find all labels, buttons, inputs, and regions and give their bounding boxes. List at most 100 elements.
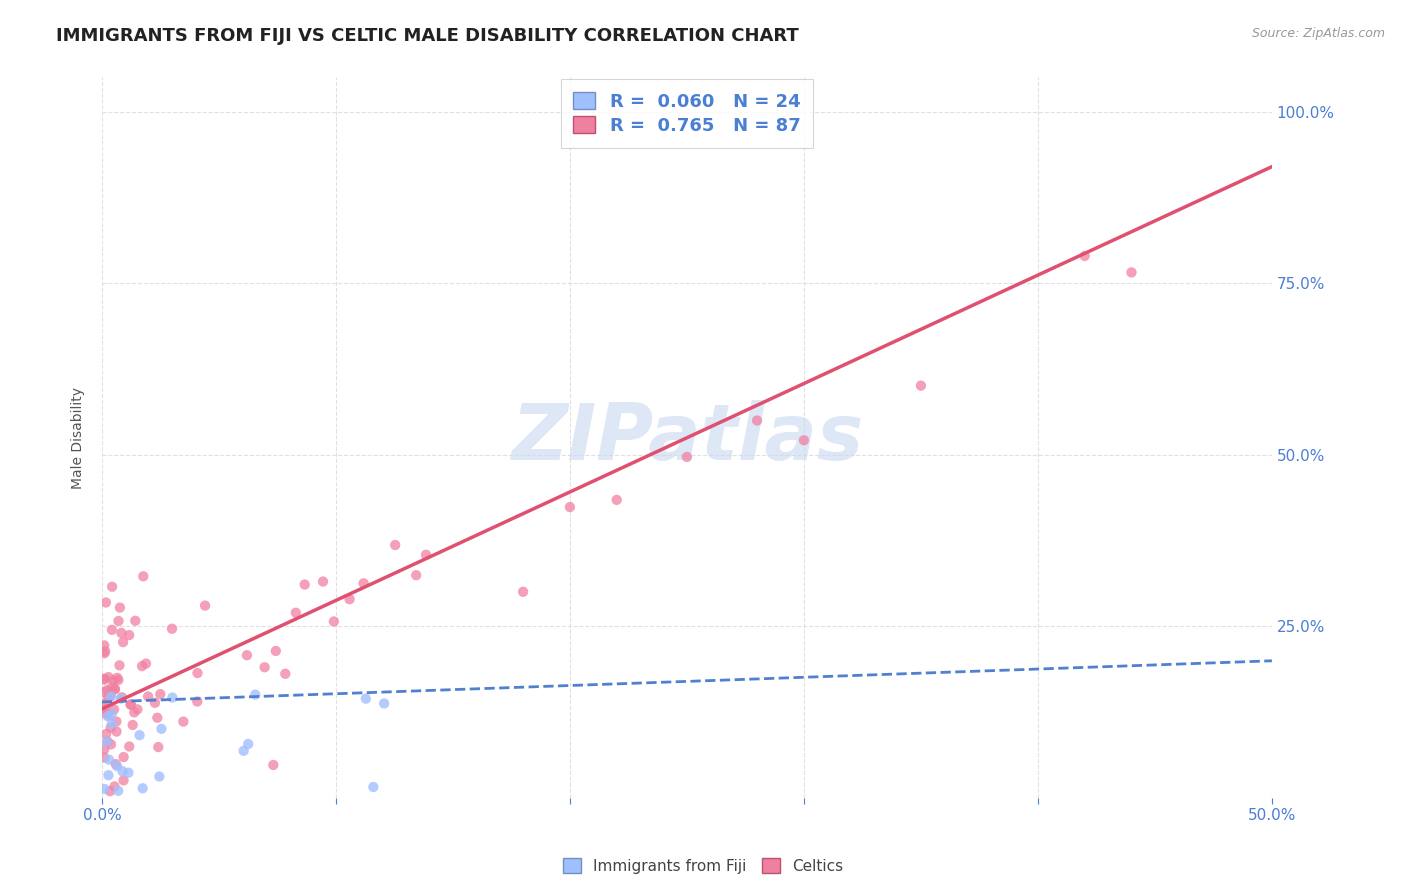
- Point: [112, 773, 135, 788]
- Point: [96, 734, 118, 748]
- Point: [108, 658, 131, 673]
- Point: [104, 682, 127, 697]
- Point: [94, 644, 117, 658]
- Point: [194, 599, 217, 613]
- Point: [107, 673, 129, 687]
- Point: [1121, 265, 1143, 279]
- Point: [107, 614, 129, 628]
- Point: [676, 450, 699, 464]
- Point: [97, 768, 120, 782]
- Point: [128, 728, 150, 742]
- Point: [146, 711, 169, 725]
- Point: [93, 646, 115, 660]
- Point: [100, 690, 122, 704]
- Point: [96, 727, 118, 741]
- Text: Source: ZipAtlas.com: Source: ZipAtlas.com: [1251, 27, 1385, 40]
- Point: [122, 706, 145, 720]
- Point: [101, 623, 124, 637]
- Point: [120, 698, 142, 712]
- Point: [105, 714, 128, 729]
- Point: [93, 685, 115, 699]
- Point: [111, 690, 134, 705]
- Point: [98, 784, 121, 798]
- Point: [384, 538, 406, 552]
- Point: [143, 696, 166, 710]
- Point: [132, 569, 155, 583]
- Point: [100, 737, 122, 751]
- Point: [232, 744, 254, 758]
- Legend: Immigrants from Fiji, Celtics: Immigrants from Fiji, Celtics: [557, 852, 849, 880]
- Point: [93, 672, 115, 686]
- Point: [111, 764, 134, 779]
- Point: [103, 702, 125, 716]
- Point: [353, 576, 375, 591]
- Point: [104, 757, 127, 772]
- Point: [112, 750, 135, 764]
- Point: [162, 690, 184, 705]
- Point: [97, 707, 120, 722]
- Point: [793, 434, 815, 448]
- Point: [312, 574, 335, 589]
- Point: [93, 750, 115, 764]
- Point: [262, 758, 284, 772]
- Point: [101, 680, 124, 694]
- Point: [96, 734, 118, 748]
- Point: [186, 666, 208, 681]
- Point: [172, 714, 194, 729]
- Point: [117, 765, 139, 780]
- Point: [100, 721, 122, 735]
- Point: [186, 694, 208, 708]
- Point: [148, 770, 170, 784]
- Point: [93, 673, 115, 687]
- Point: [294, 577, 316, 591]
- Point: [149, 687, 172, 701]
- Point: [284, 606, 307, 620]
- Point: [93, 706, 115, 720]
- Point: [108, 600, 131, 615]
- Point: [97, 670, 120, 684]
- Point: [264, 644, 287, 658]
- Text: ZIPatlas: ZIPatlas: [510, 400, 863, 475]
- Point: [93, 638, 115, 652]
- Point: [97, 690, 120, 705]
- Point: [118, 628, 141, 642]
- Point: [512, 584, 534, 599]
- Point: [110, 691, 132, 706]
- Point: [97, 753, 120, 767]
- Point: [373, 697, 395, 711]
- Point: [107, 784, 129, 798]
- Point: [363, 780, 385, 794]
- Point: [118, 739, 141, 754]
- Point: [135, 657, 157, 671]
- Text: IMMIGRANTS FROM FIJI VS CELTIC MALE DISABILITY CORRELATION CHART: IMMIGRANTS FROM FIJI VS CELTIC MALE DISA…: [56, 27, 799, 45]
- Point: [127, 702, 149, 716]
- Point: [253, 660, 276, 674]
- Point: [93, 697, 115, 711]
- Point: [405, 568, 427, 582]
- Point: [120, 698, 142, 712]
- Point: [100, 689, 122, 703]
- Point: [322, 615, 344, 629]
- Point: [558, 500, 581, 514]
- Point: [274, 666, 297, 681]
- Point: [94, 702, 117, 716]
- Point: [339, 592, 361, 607]
- Point: [104, 682, 127, 697]
- Point: [105, 671, 128, 685]
- Point: [101, 673, 124, 688]
- Point: [110, 626, 132, 640]
- Point: [100, 706, 122, 721]
- Point: [97, 709, 120, 723]
- Point: [103, 780, 125, 794]
- Point: [131, 781, 153, 796]
- Point: [606, 492, 628, 507]
- Point: [160, 622, 183, 636]
- Point: [101, 580, 124, 594]
- Point: [136, 690, 159, 704]
- Point: [96, 683, 118, 698]
- Point: [245, 688, 267, 702]
- Y-axis label: Male Disability: Male Disability: [72, 387, 86, 489]
- Point: [124, 614, 146, 628]
- Point: [101, 716, 124, 731]
- Point: [121, 718, 143, 732]
